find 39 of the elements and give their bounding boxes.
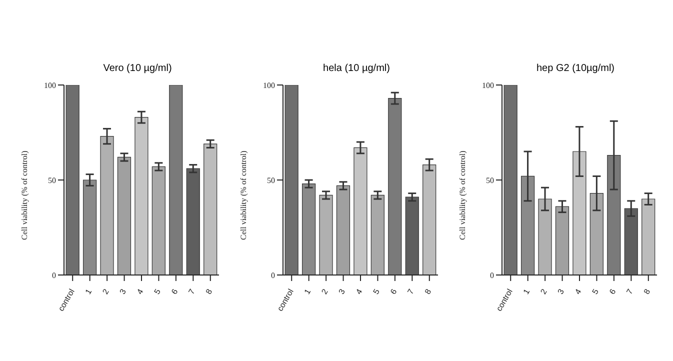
x-tick-label: 8 — [423, 287, 434, 296]
x-tick-label: 2 — [320, 287, 330, 296]
y-axis-title: Cell viability (% of control) — [20, 150, 29, 240]
y-tick-label: 0 — [271, 270, 275, 280]
x-tick-label: 1 — [302, 287, 313, 296]
y-tick-label: 100 — [482, 80, 494, 90]
x-tick-label: 4 — [135, 287, 146, 296]
x-tick-label: 1 — [84, 287, 94, 296]
y-tick-label: 100 — [263, 80, 275, 90]
x-tick-label: 2 — [538, 287, 550, 296]
y-axis-title: Cell viability (% of control) — [458, 150, 467, 240]
x-tick-label: 3 — [556, 287, 566, 296]
x-tick-label: 4 — [573, 287, 584, 296]
x-tick-label: 7 — [406, 287, 416, 296]
x-tick-label: 5 — [590, 287, 601, 296]
x-tick-label: 6 — [170, 287, 180, 296]
x-tick-label: 7 — [186, 287, 198, 296]
x-tick-label: 3 — [118, 287, 128, 296]
x-tick-label: 8 — [204, 287, 214, 296]
y-tick-label: 50 — [267, 176, 275, 185]
chart-title: hela (10 µg/ml) — [323, 63, 390, 76]
x-tick-label: 5 — [371, 287, 382, 296]
x-tick-label: 8 — [642, 287, 652, 296]
x-tick-label: 2 — [100, 287, 112, 296]
x-tick-label: 5 — [152, 287, 163, 296]
x-tick-label: 1 — [522, 287, 532, 296]
y-tick-label: 0 — [52, 270, 56, 280]
y-tick-label: 50 — [48, 176, 56, 185]
y-tick-label: 100 — [44, 80, 56, 90]
x-tick-label: 3 — [336, 287, 348, 296]
x-tick-label: 6 — [388, 287, 399, 296]
chart-title: Vero (10 µg/ml) — [103, 63, 172, 76]
x-tick-label: 6 — [608, 287, 618, 296]
chart-title: hep G2 (10µg/ml) — [536, 63, 615, 76]
y-tick-label: 0 — [490, 270, 494, 280]
y-tick-label: 50 — [486, 176, 494, 185]
y-axis-title: Cell viability (% of control) — [238, 150, 248, 240]
x-tick-label: 4 — [354, 287, 365, 296]
x-tick-label: 7 — [624, 287, 636, 296]
